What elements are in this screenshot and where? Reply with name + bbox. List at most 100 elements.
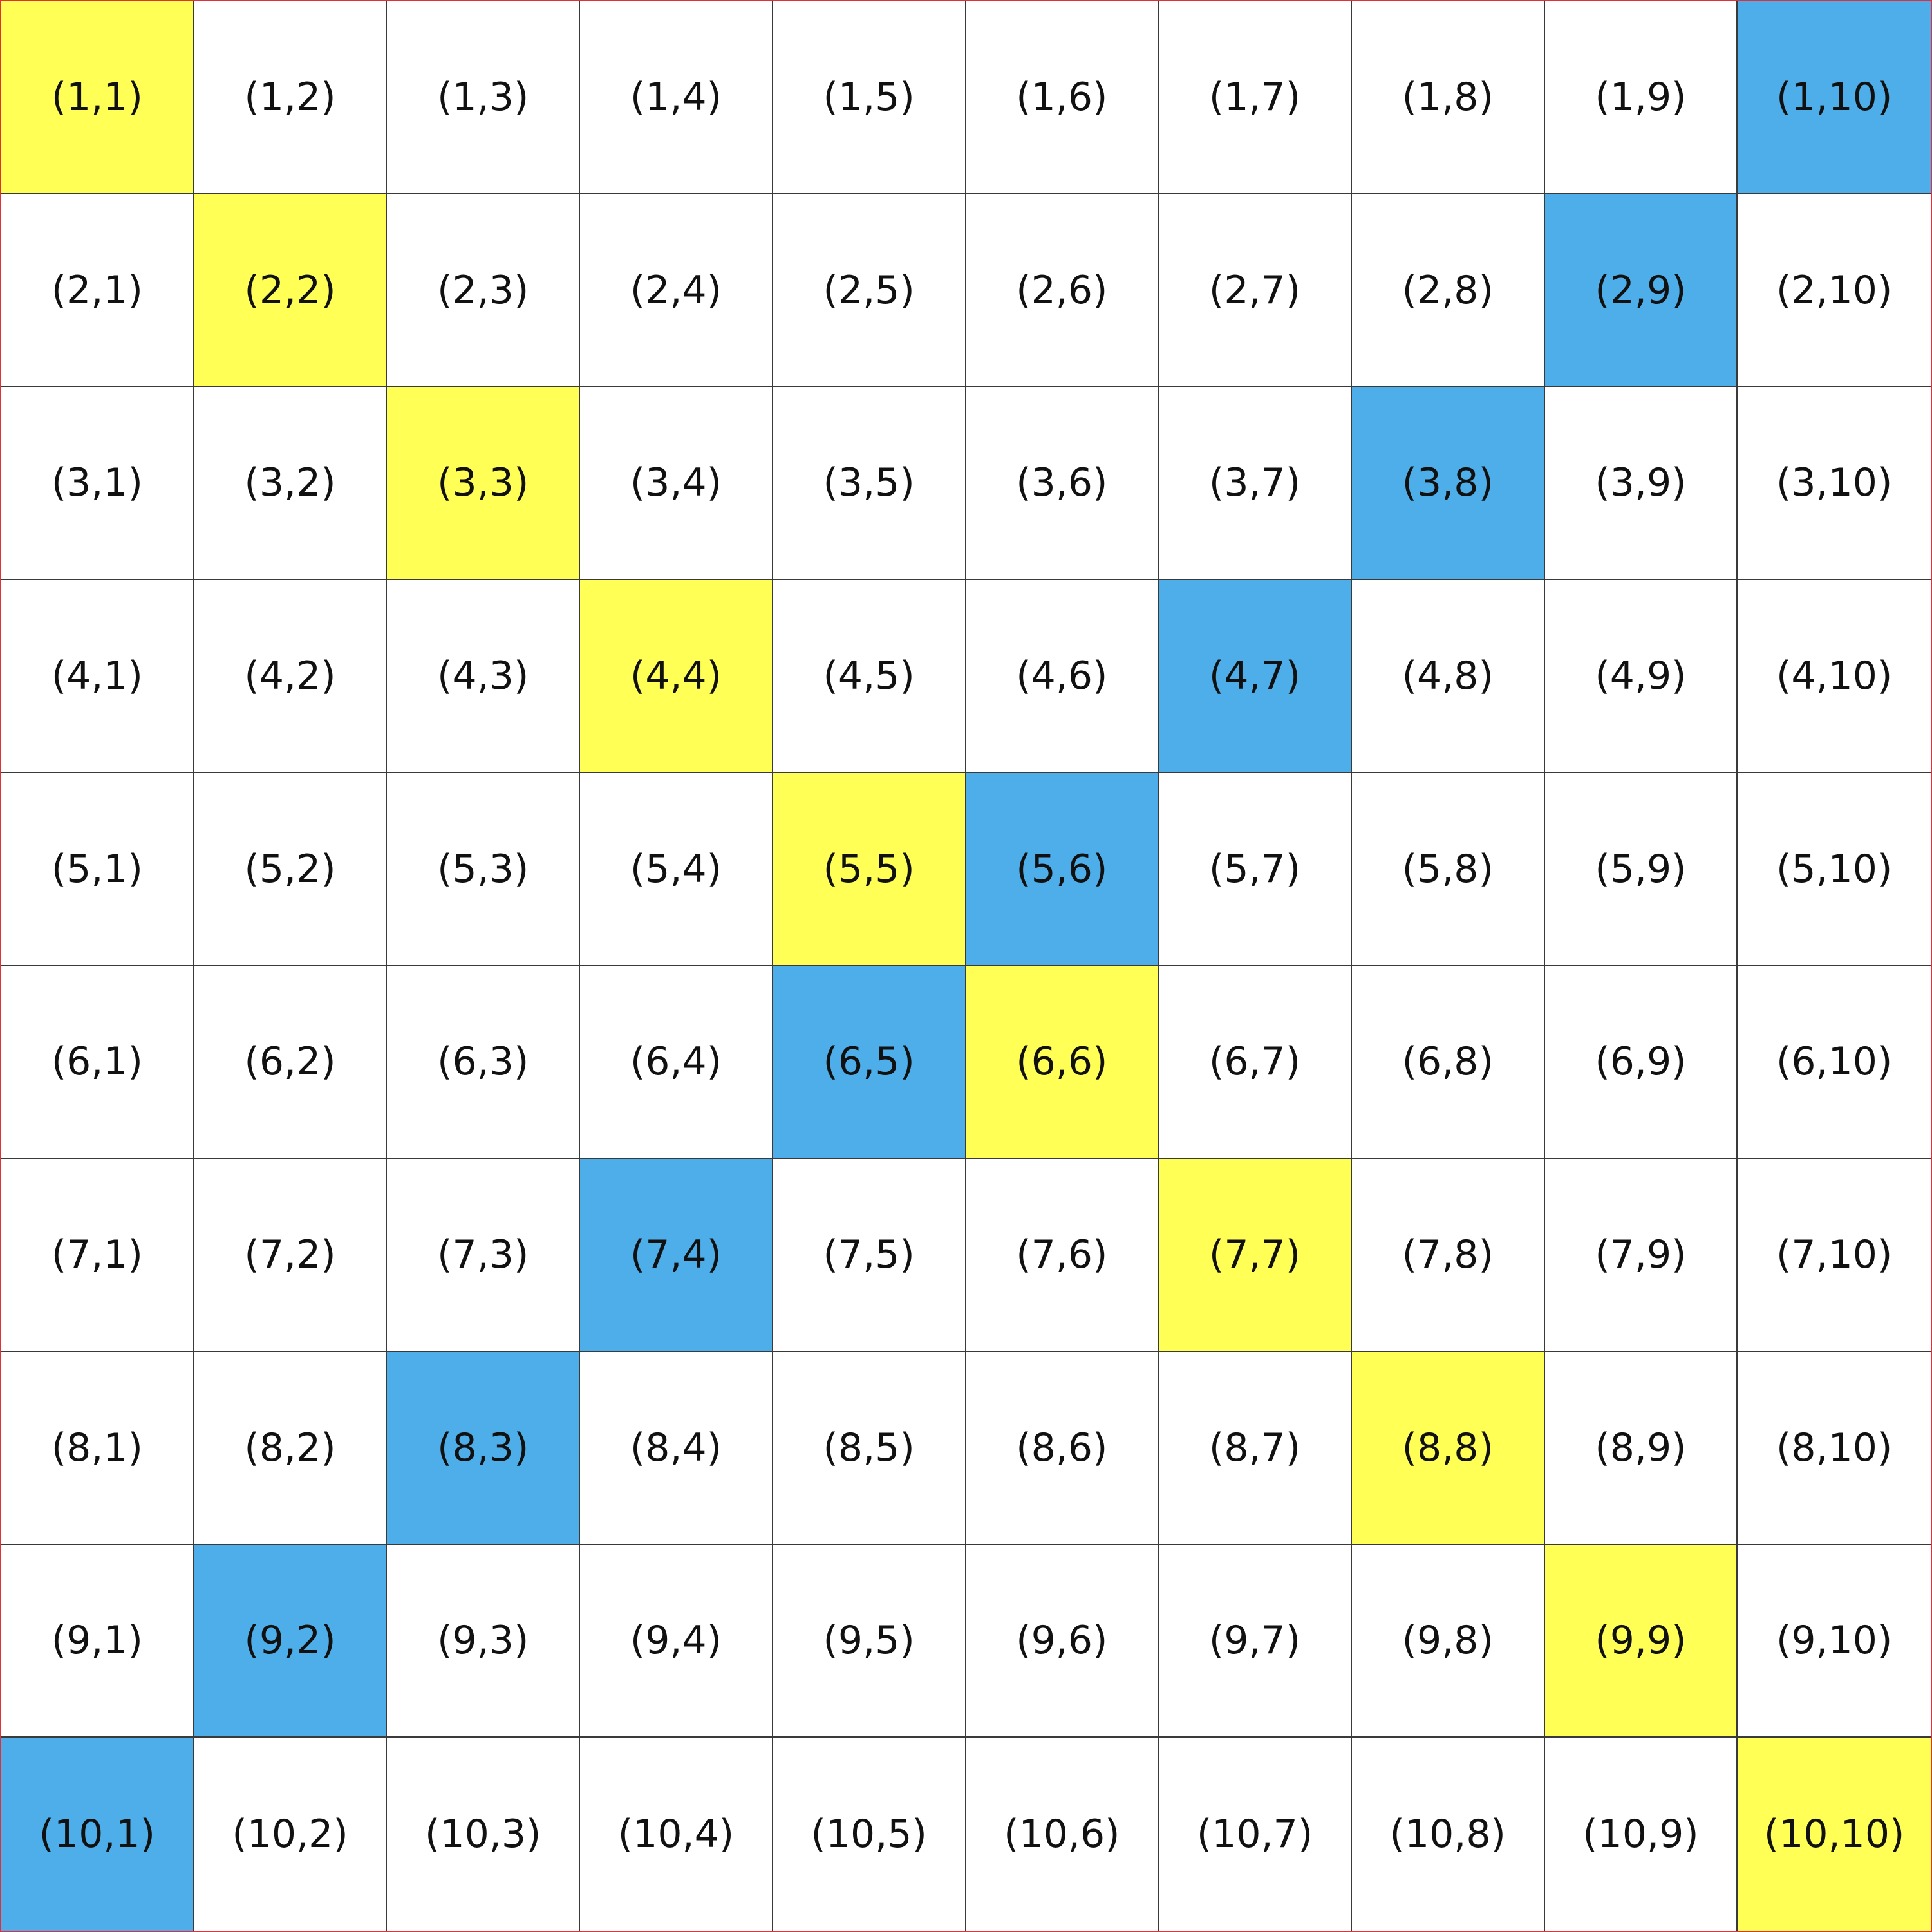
grid-cell: (6,7) — [1159, 966, 1352, 1159]
grid-cell: (5,9) — [1544, 773, 1738, 966]
grid-cell: (7,4) — [580, 1159, 773, 1352]
grid-cell: (10,9) — [1544, 1738, 1738, 1931]
grid-cell: (9,3) — [387, 1544, 581, 1738]
grid-cell: (9,7) — [1159, 1544, 1352, 1738]
grid-cell: (7,7) — [1159, 1159, 1352, 1352]
grid-cell: (2,7) — [1159, 194, 1352, 388]
grid-cell: (5,4) — [580, 773, 773, 966]
grid-cell: (4,10) — [1738, 580, 1931, 773]
grid-cell: (2,3) — [387, 194, 581, 388]
grid-cell: (3,8) — [1351, 387, 1545, 581]
grid-cell: (3,9) — [1544, 387, 1738, 581]
grid-cell: (3,4) — [580, 387, 773, 581]
grid-cell: (2,9) — [1544, 194, 1738, 388]
grid-cell: (7,10) — [1738, 1159, 1931, 1352]
grid-cell: (5,5) — [773, 773, 966, 966]
grid-cell: (6,5) — [773, 966, 966, 1159]
grid-cell: (9,5) — [773, 1544, 966, 1738]
grid-cell: (4,8) — [1351, 580, 1545, 773]
grid-cell: (1,9) — [1544, 1, 1738, 194]
grid-cell: (6,1) — [1, 966, 194, 1159]
grid-cell: (6,8) — [1351, 966, 1545, 1159]
grid-cell: (4,6) — [966, 580, 1159, 773]
grid-cell: (3,7) — [1159, 387, 1352, 581]
grid-cell: (10,8) — [1351, 1738, 1545, 1931]
grid-cell: (2,8) — [1351, 194, 1545, 388]
grid-cell: (7,9) — [1544, 1159, 1738, 1352]
grid-cell: (2,1) — [1, 194, 194, 388]
grid-cell: (2,10) — [1738, 194, 1931, 388]
grid-cell: (10,4) — [580, 1738, 773, 1931]
grid-cell: (9,4) — [580, 1544, 773, 1738]
grid-cell: (5,7) — [1159, 773, 1352, 966]
grid-cell: (7,2) — [194, 1159, 388, 1352]
grid-cell: (8,4) — [580, 1351, 773, 1545]
grid-cell: (1,6) — [966, 1, 1159, 194]
grid-cell: (10,5) — [773, 1738, 966, 1931]
grid-cell: (1,3) — [387, 1, 581, 194]
grid-cell: (8,5) — [773, 1351, 966, 1545]
grid-cell: (5,8) — [1351, 773, 1545, 966]
grid-cell: (10,6) — [966, 1738, 1159, 1931]
grid-cell: (6,10) — [1738, 966, 1931, 1159]
grid-cell: (3,1) — [1, 387, 194, 581]
grid-cell: (9,1) — [1, 1544, 194, 1738]
grid-cell: (4,2) — [194, 580, 388, 773]
grid-cell: (5,6) — [966, 773, 1159, 966]
grid-cell: (3,3) — [387, 387, 581, 581]
grid-cell: (9,10) — [1738, 1544, 1931, 1738]
grid-cell: (6,9) — [1544, 966, 1738, 1159]
grid-cell: (1,10) — [1738, 1, 1931, 194]
grid-cell: (8,3) — [387, 1351, 581, 1545]
grid-cell: (8,6) — [966, 1351, 1159, 1545]
grid-cell: (2,5) — [773, 194, 966, 388]
grid-cell: (4,7) — [1159, 580, 1352, 773]
grid-cell: (10,7) — [1159, 1738, 1352, 1931]
grid-cell: (1,4) — [580, 1, 773, 194]
grid-cell: (9,8) — [1351, 1544, 1545, 1738]
grid-cell: (4,3) — [387, 580, 581, 773]
grid-cell: (7,3) — [387, 1159, 581, 1352]
grid-cell: (3,10) — [1738, 387, 1931, 581]
grid-cell: (6,2) — [194, 966, 388, 1159]
grid-cell: (1,5) — [773, 1, 966, 194]
grid-cell: (9,2) — [194, 1544, 388, 1738]
grid-cell: (6,3) — [387, 966, 581, 1159]
grid-cell: (6,4) — [580, 966, 773, 1159]
grid-cell: (4,4) — [580, 580, 773, 773]
grid-cell: (8,7) — [1159, 1351, 1352, 1545]
grid-cell: (8,10) — [1738, 1351, 1931, 1545]
grid-cell: (7,8) — [1351, 1159, 1545, 1352]
grid-cell: (4,9) — [1544, 580, 1738, 773]
grid-cell: (8,9) — [1544, 1351, 1738, 1545]
grid-cell: (1,8) — [1351, 1, 1545, 194]
grid-cell: (7,1) — [1, 1159, 194, 1352]
grid-cell: (9,6) — [966, 1544, 1159, 1738]
grid-cell: (1,1) — [1, 1, 194, 194]
grid-cell: (2,6) — [966, 194, 1159, 388]
grid-cell: (2,4) — [580, 194, 773, 388]
grid-cell: (8,1) — [1, 1351, 194, 1545]
grid-cell: (1,2) — [194, 1, 388, 194]
grid-cell: (5,3) — [387, 773, 581, 966]
grid-cell: (7,6) — [966, 1159, 1159, 1352]
grid-cell: (6,6) — [966, 966, 1159, 1159]
grid-cell: (8,2) — [194, 1351, 388, 1545]
grid-cell: (5,2) — [194, 773, 388, 966]
grid-cell: (3,5) — [773, 387, 966, 581]
grid-cell: (9,9) — [1544, 1544, 1738, 1738]
grid-cell: (7,5) — [773, 1159, 966, 1352]
grid-cell: (10,3) — [387, 1738, 581, 1931]
grid-cell: (10,10) — [1738, 1738, 1931, 1931]
grid-cell: (4,5) — [773, 580, 966, 773]
grid-cell: (5,10) — [1738, 773, 1931, 966]
grid-cell: (10,1) — [1, 1738, 194, 1931]
grid-cell: (3,6) — [966, 387, 1159, 581]
grid-cell: (10,2) — [194, 1738, 388, 1931]
grid-cell: (2,2) — [194, 194, 388, 388]
grid-cell: (8,8) — [1351, 1351, 1545, 1545]
grid-cell: (3,2) — [194, 387, 388, 581]
grid-cell: (4,1) — [1, 580, 194, 773]
grid-cell: (1,7) — [1159, 1, 1352, 194]
